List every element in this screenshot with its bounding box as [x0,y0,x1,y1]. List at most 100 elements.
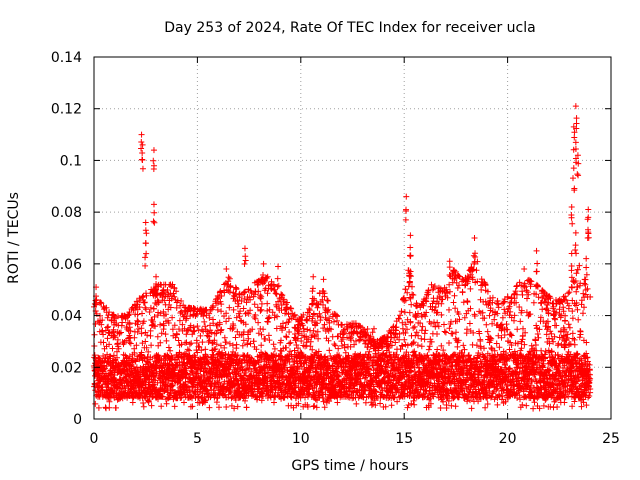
spike-point-20 [533,247,540,254]
spike-cluster-point [151,209,158,216]
spike-point-4 [150,201,157,208]
spike-cluster-point [320,301,327,308]
spike-cluster-point [407,273,414,280]
spike-point-16 [407,253,414,260]
x-tick-label: 15 [395,431,413,447]
gridlines [94,57,611,419]
spike-point-8 [223,266,230,273]
spike-cluster-point [571,134,578,141]
spike-cluster-point [320,288,327,295]
spike-cluster-point [139,150,146,157]
spike-cluster-point [223,286,230,293]
spike-cluster-point [151,162,158,169]
spike-cluster-point [585,229,592,236]
spike-point-1 [138,131,145,138]
spike-cluster-point [139,156,146,163]
spike-cluster-point [521,282,527,289]
spike-cluster-point [309,295,316,302]
y-tick-label: 0.14 [51,50,82,66]
y-tick-label: 0.02 [51,360,82,376]
x-tick-label: 20 [499,431,517,447]
chart-title: Day 253 of 2024, Rate Of TEC Index for r… [164,20,535,36]
spike-cluster-point [142,227,149,234]
data-points [90,103,594,412]
spike-point-25 [570,165,577,172]
spike-cluster-point [274,283,281,290]
spike-cluster-point [150,218,157,225]
spike-point-9 [241,245,248,252]
spike-cluster-point [569,175,576,182]
spike-point-31 [583,255,590,262]
spike-point-3 [150,147,157,154]
spike-cluster-point [571,129,578,136]
spike-cluster-point [138,139,145,146]
spike-cluster-point [153,292,160,299]
spike-cluster-point [573,115,580,122]
spike-cluster-point [402,216,409,223]
y-tick-label: 0.12 [51,102,82,118]
spike-point-26 [568,203,575,210]
spike-point-7 [153,273,160,280]
spike-cluster-point [583,264,590,271]
spike-cluster-point [569,220,576,227]
spike-cluster-point [153,281,160,288]
spike-cluster-point [242,257,249,264]
spike-point-30 [585,214,592,221]
spike-cluster-point [446,272,453,279]
spike-cluster-point [406,278,413,285]
y-tick-label: 0 [73,412,82,428]
spike-cluster-point [568,274,575,281]
spike-point-27 [572,229,579,236]
spike-cluster-point [472,253,479,260]
spike-cluster-point [575,172,582,179]
spike-point-13 [320,276,327,283]
spike-point-14 [403,193,410,200]
spike-cluster-point [259,280,266,287]
spike-point-2 [139,141,146,148]
spike-cluster-point [446,281,453,288]
spike-cluster-point [138,145,145,152]
roti-point-cloud [90,258,594,412]
x-axis-label: GPS time / hours [291,458,408,474]
spike-cluster-point [275,282,282,289]
spike-cluster-point [571,187,578,194]
spike-cluster-point [574,171,581,178]
spike-cluster-point [572,146,579,153]
spike-cluster-point [274,275,281,282]
spike-point-29 [585,206,592,213]
y-axis-ticks: 0 0.02 0.04 0.06 0.08 0.1 0.12 0.14 [51,50,611,428]
spike-cluster-point [143,250,150,257]
plot-frame [93,56,612,420]
spike-cluster-point [150,157,157,164]
spike-cluster-point [533,268,540,275]
spike-cluster-point [446,264,453,271]
spike-cluster-point [584,235,591,242]
spike-cluster-point [151,219,158,226]
spike-cluster-point [143,230,150,237]
x-tick-label: 10 [292,431,310,447]
spike-cluster-point [222,280,229,287]
spike-cluster-point [568,267,575,274]
spike-point-5 [142,219,149,226]
spike-cluster-point [572,247,579,254]
x-tick-label: 25 [602,431,620,447]
spike-cluster-point [582,276,589,283]
spike-point-21 [572,103,579,110]
y-tick-label: 0.06 [51,257,82,273]
spike-point-22 [570,123,577,130]
spike-point-17 [446,258,453,265]
spike-point-18 [471,235,478,241]
y-tick-label: 0.08 [51,205,82,221]
spike-cluster-point [572,155,579,162]
spike-cluster-point [142,254,149,261]
spike-cluster-point [309,288,316,295]
spike-point-19 [521,266,528,273]
spike-cluster-point [260,276,267,283]
spike-point-12 [310,273,317,280]
x-tick-label: 0 [90,431,99,447]
spike-cluster-point [575,160,582,167]
spike-cluster-point [309,285,316,292]
y-tick-label: 0.04 [51,309,82,325]
x-axis-ticks: 0 5 10 15 20 25 [90,57,620,447]
